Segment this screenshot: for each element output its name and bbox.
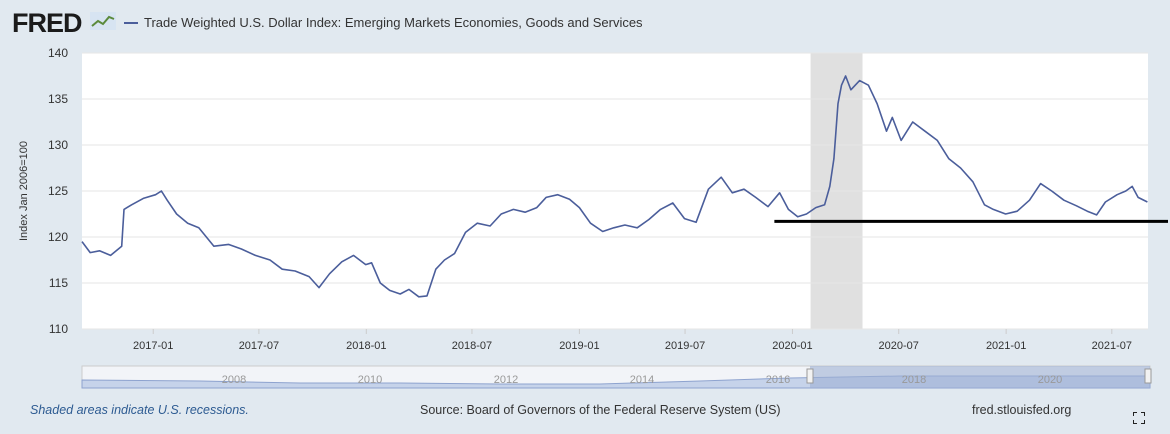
y-tick-label: 125 (48, 184, 68, 198)
y-axis-label: Index Jan 2006=100 (18, 141, 30, 241)
legend: Trade Weighted U.S. Dollar Index: Emergi… (124, 15, 643, 30)
source-text: Source: Board of Governors of the Federa… (420, 403, 781, 417)
fullscreen-icon[interactable] (1133, 412, 1145, 424)
x-tick-label: 2020-01 (772, 340, 812, 352)
navigator-label: 2012 (494, 374, 518, 386)
navigator-handle[interactable] (1144, 368, 1152, 384)
navigator-label: 2008 (222, 374, 246, 386)
x-tick-label: 2021-07 (1092, 340, 1132, 352)
navigator-label: 2020 (1038, 374, 1062, 386)
series-title: Trade Weighted U.S. Dollar Index: Emergi… (144, 15, 643, 30)
line-graph-icon (90, 12, 116, 30)
x-tick-label: 2017-01 (133, 340, 173, 352)
source-url[interactable]: fred.stlouisfed.org (972, 403, 1072, 417)
navigator-label: 2014 (630, 374, 654, 386)
series-line (81, 75, 1148, 298)
navigator-label: 2018 (902, 374, 926, 386)
y-tick-label: 140 (48, 46, 68, 60)
navigator-handle[interactable] (806, 368, 814, 384)
y-tick-label: 110 (49, 322, 68, 336)
x-tick-label: 2019-01 (559, 340, 599, 352)
y-tick-label: 120 (48, 230, 68, 244)
fred-logo[interactable]: FRED (12, 8, 82, 38)
x-tick-label: 2019-07 (665, 340, 705, 352)
y-tick-label: 135 (48, 92, 68, 106)
line-chart[interactable]: 110 115 120 125 130 135 140 2017-01 2017-07 2018-… (0, 0, 1170, 400)
legend-swatch (124, 21, 138, 24)
y-tick-label: 130 (48, 138, 68, 152)
x-tick-label: 2020-07 (879, 340, 919, 352)
x-tick-label: 2018-07 (452, 340, 492, 352)
navigator-selection (810, 366, 1150, 388)
navigator-label: 2016 (766, 374, 790, 386)
x-tick-label: 2021-01 (986, 340, 1026, 352)
navigator-label: 2010 (358, 374, 382, 386)
x-tick-label: 2018-01 (346, 340, 386, 352)
x-tick-label: 2017-07 (239, 340, 279, 352)
recession-note: Shaded areas indicate U.S. recessions. (30, 403, 249, 417)
y-tick-label: 115 (49, 276, 68, 290)
